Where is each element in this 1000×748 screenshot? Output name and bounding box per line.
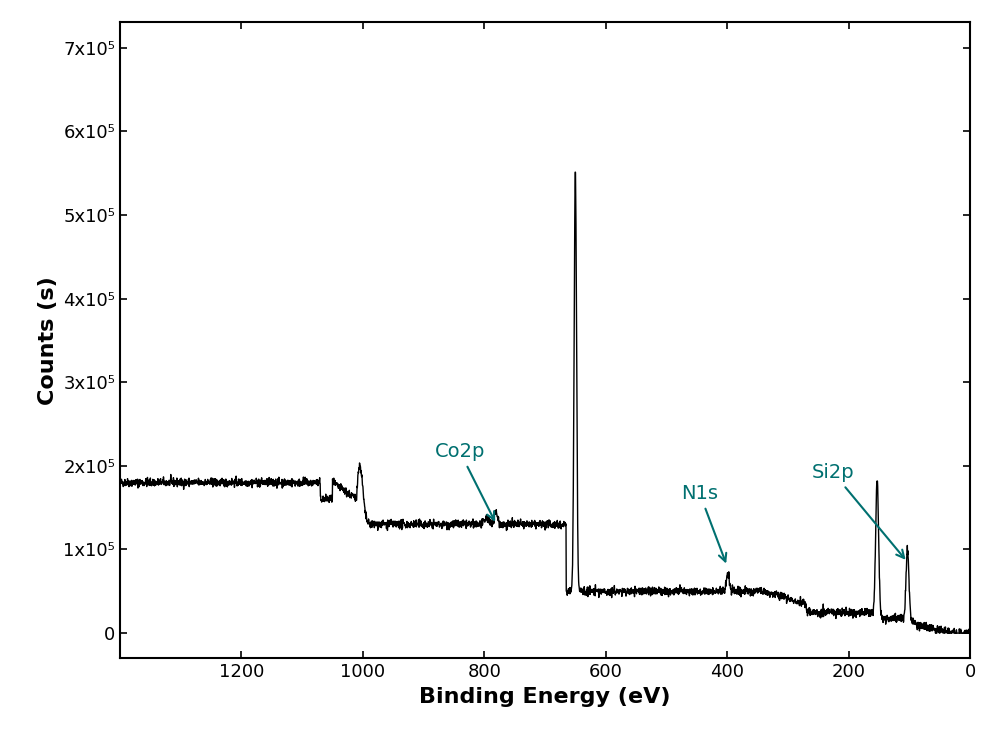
X-axis label: Binding Energy (eV): Binding Energy (eV) xyxy=(419,687,671,707)
Text: Co2p: Co2p xyxy=(435,443,494,520)
Text: N1s: N1s xyxy=(681,484,726,562)
Text: Si2p: Si2p xyxy=(812,463,904,558)
Y-axis label: Counts (s): Counts (s) xyxy=(38,276,58,405)
